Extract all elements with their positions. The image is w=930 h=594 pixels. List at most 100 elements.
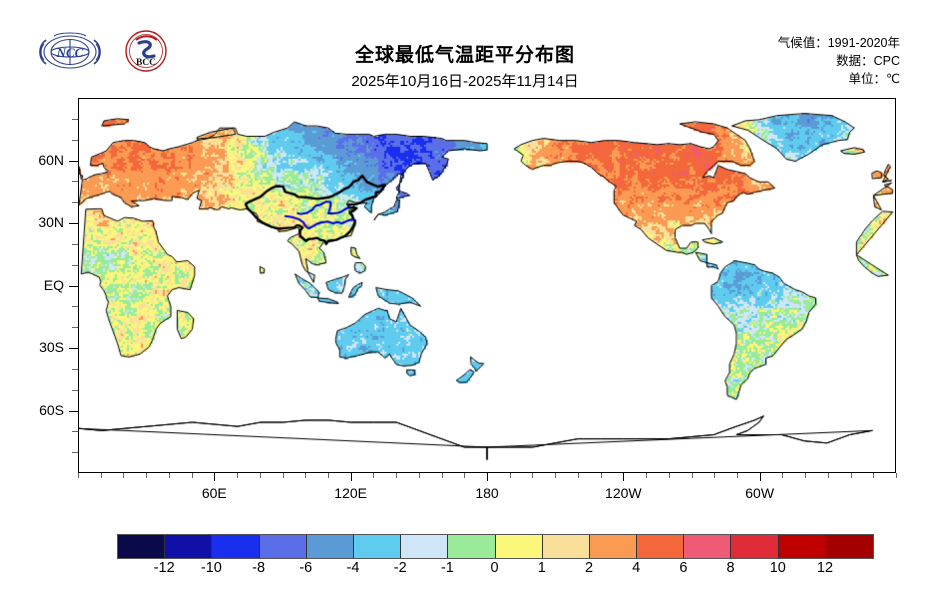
y-tick-label: 30S xyxy=(39,339,64,355)
x-tick xyxy=(123,473,125,478)
x-tick xyxy=(214,473,216,481)
x-tick xyxy=(464,473,466,478)
x-tick xyxy=(555,473,557,478)
colorbar-tick-label: 10 xyxy=(769,560,786,576)
x-tick xyxy=(487,473,488,481)
colorbar-swatch xyxy=(778,535,826,558)
colorbar-swatch xyxy=(118,535,166,558)
colorbar-swatch xyxy=(353,535,402,558)
colorbar-swatch xyxy=(684,535,732,558)
x-tick xyxy=(418,473,420,478)
y-tick xyxy=(72,306,78,308)
x-tick xyxy=(805,473,807,478)
y-tick xyxy=(69,348,78,349)
y-tick xyxy=(69,410,78,412)
bcc-logo: BCC xyxy=(125,30,167,72)
x-tick-label: 60E xyxy=(201,485,227,501)
x-tick xyxy=(759,473,761,481)
colorbar-tick-label: -1 xyxy=(440,560,454,576)
colorbar-swatch xyxy=(637,535,685,558)
colorbar-tick-label: 8 xyxy=(726,560,735,576)
x-tick xyxy=(327,473,329,478)
colorbar-tick-label: 2 xyxy=(584,560,594,576)
x-tick-label: 120W xyxy=(605,485,642,501)
x-tick xyxy=(282,473,284,478)
x-tick xyxy=(896,473,897,478)
y-tick xyxy=(69,285,78,287)
x-tick xyxy=(146,473,148,478)
colorbar-tick-label: -8 xyxy=(252,560,266,576)
x-tick xyxy=(782,473,784,478)
map-plot-area xyxy=(78,98,896,473)
colorbar-tick-label: -4 xyxy=(346,560,360,576)
y-tick-label: EQ xyxy=(43,276,64,293)
colorbar-tick-label: -12 xyxy=(153,560,175,576)
x-tick xyxy=(100,473,102,478)
x-tick xyxy=(646,473,648,478)
header-meta: 气候值：1991-2020年 数据：CPC 单位：℃ xyxy=(778,34,900,88)
x-tick xyxy=(441,473,443,478)
colorbar-tick-labels: -12 -10 -8 -6 -4 -2 -1 0 1 2 4 6 8 10 12 xyxy=(0,560,930,582)
y-tick xyxy=(69,160,78,162)
x-tick xyxy=(191,473,193,478)
colorbar-tick-label: 4 xyxy=(632,560,641,576)
x-tick xyxy=(736,473,738,478)
page-subtitle: 2025年10月16日-2025年11月14日 xyxy=(351,73,579,90)
colorbar-tick-label: 0 xyxy=(490,560,499,576)
y-tick-label: 60S xyxy=(39,401,64,418)
x-tick xyxy=(532,473,534,478)
x-tick xyxy=(259,473,261,478)
colorbar-swatch xyxy=(589,535,638,558)
colorbar-tick-label: 12 xyxy=(816,560,834,576)
y-tick xyxy=(72,327,78,329)
page-title: 全球最低气温距平分布图 xyxy=(354,45,575,66)
svg-text:BCC: BCC xyxy=(136,58,156,68)
x-tick xyxy=(373,473,375,478)
y-tick xyxy=(72,431,78,433)
colorbar-tick-label: -10 xyxy=(200,560,222,576)
colorbar-swatch xyxy=(259,535,307,558)
x-tick xyxy=(577,473,579,478)
y-tick xyxy=(72,139,78,141)
x-tick xyxy=(600,473,602,478)
y-tick xyxy=(69,223,78,224)
x-tick-label: 60W xyxy=(745,485,775,501)
unit-label: 单位：℃ xyxy=(848,72,900,86)
x-tick xyxy=(78,473,79,478)
colorbar-swatch xyxy=(495,535,543,558)
y-tick xyxy=(72,368,78,370)
colorbar-swatch xyxy=(212,535,260,558)
x-tick xyxy=(668,473,670,478)
y-tick-label: 30N xyxy=(38,214,64,230)
y-tick xyxy=(72,181,78,183)
y-tick xyxy=(72,243,78,245)
x-tick xyxy=(714,473,716,478)
colorbar-tick-label: 1 xyxy=(537,560,546,576)
x-tick xyxy=(350,473,352,481)
colorbar-swatch xyxy=(165,535,213,558)
x-tick xyxy=(305,473,307,478)
colorbar-tick-label: -2 xyxy=(393,560,407,576)
anomaly-heatmap-canvas xyxy=(79,99,895,472)
x-tick xyxy=(396,473,398,478)
x-tick xyxy=(623,473,625,481)
y-tick xyxy=(72,389,78,391)
x-tick xyxy=(691,473,693,478)
colorbar xyxy=(117,534,874,559)
x-tick-label: 180 xyxy=(475,485,499,501)
colorbar-swatch xyxy=(448,535,496,558)
x-tick-label: 120E xyxy=(334,485,367,501)
colorbar-swatch xyxy=(825,535,873,558)
x-tick xyxy=(237,473,239,478)
x-tick xyxy=(509,473,511,478)
svg-text:NCC: NCC xyxy=(56,45,84,60)
colorbar-swatch xyxy=(401,535,449,558)
colorbar-tick-label: 6 xyxy=(679,560,688,576)
ncc-logo: NCC xyxy=(39,32,101,69)
data-source-label: 数据：CPC xyxy=(836,54,900,68)
colorbar-tick-label: -6 xyxy=(299,560,313,576)
x-tick xyxy=(827,473,829,478)
x-tick xyxy=(873,473,875,478)
colorbar-swatch xyxy=(731,535,779,558)
